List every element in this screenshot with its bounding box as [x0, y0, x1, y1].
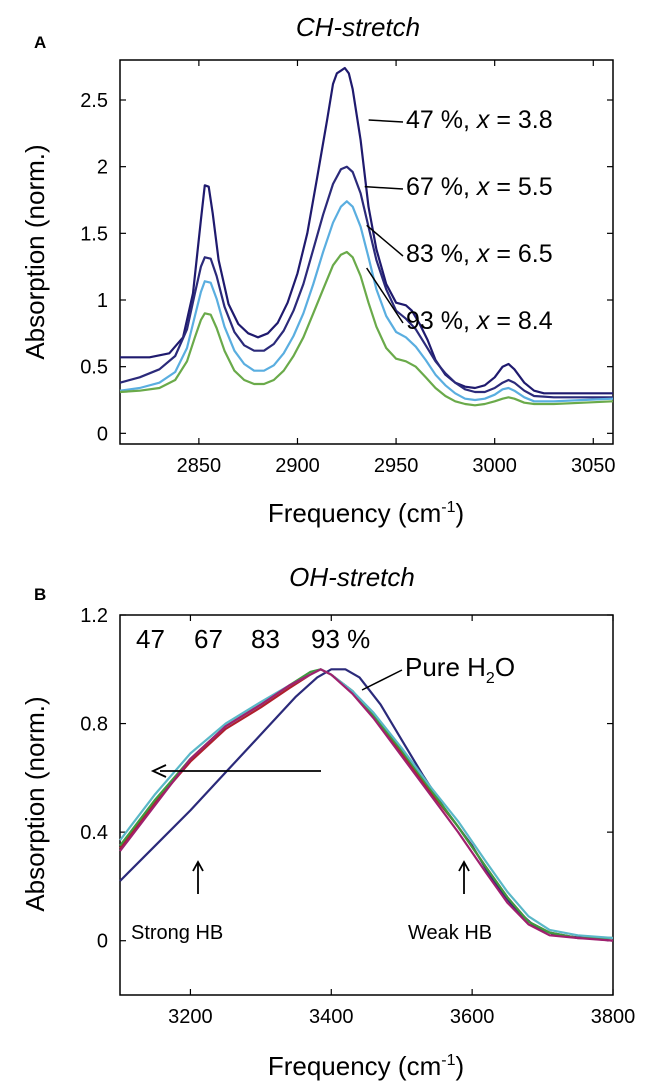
series-label-leader [368, 119, 404, 123]
x-tick-label: 3000 [472, 455, 517, 477]
panel-b: B OH-stretch 3200 3400 3600 380000.40.81.2 … [20, 562, 635, 1081]
panel-b-lines [119, 668, 614, 942]
y-tick-label: 0.5 [80, 357, 108, 379]
x-tick-label: 2950 [374, 455, 419, 477]
series-label-0: 47 %, x = 3.8 [406, 106, 553, 134]
panel-b-y-axis-label: Absorption (norm.) [20, 696, 50, 911]
series-label-leader [364, 185, 404, 190]
series-line-2 [119, 200, 614, 403]
panel-b-label: B [34, 585, 46, 604]
y-tick-label: 0 [97, 423, 108, 445]
x-tick-label: 3050 [571, 455, 616, 477]
series-line-4 [119, 668, 614, 942]
shift-arrow [150, 764, 321, 778]
x-tick-label: 3600 [450, 1006, 495, 1028]
pure-water-leader-line [361, 669, 403, 691]
x-tick-label: 3400 [309, 1006, 354, 1028]
x-tick-label: 3800 [591, 1006, 636, 1028]
panel-a-title: CH-stretch [296, 12, 420, 42]
legend-label-93-percent: 93 % [311, 624, 370, 654]
series-label-1: 67 %, x = 5.5 [406, 173, 553, 201]
pure-water-label: Pure H2O [405, 652, 515, 687]
panel-a-plot-frame [119, 59, 614, 445]
strong-hb-arrow [192, 860, 204, 894]
y-tick-label: 1.5 [80, 223, 108, 245]
x-tick-label: 2850 [177, 455, 222, 477]
y-tick-label: 0.8 [80, 714, 108, 736]
panel-a-label: A [34, 33, 46, 52]
panel-b-title: OH-stretch [289, 562, 415, 592]
strong-hb-label: Strong HB [131, 922, 223, 944]
panel-b-legend: 47 67 83 93 % [136, 624, 370, 654]
y-tick-label: 2.5 [80, 90, 108, 112]
x-tick-label: 2900 [275, 455, 320, 477]
series-label-leader [366, 267, 404, 324]
x-tick-label: 3200 [168, 1006, 213, 1028]
panel-a: A CH-stretch 2850 2900 2950 3000 3050 0 0.5 1 1.… [20, 12, 616, 528]
series-label-leader [366, 224, 404, 257]
legend-label-83: 83 [251, 624, 280, 654]
panel-a-series-labels: 47 %, x = 3.8 67 %, x = 5.5 83 %, x = 6.5 9… [364, 106, 553, 335]
panel-b-ticks: 3200 3400 3600 3800 0 0.4 0.8 1.2 [80, 605, 635, 1028]
y-tick-label: 1 [97, 290, 108, 312]
series-line-3 [119, 668, 614, 940]
legend-label-67: 67 [194, 624, 223, 654]
panel-a-y-axis-label: Absorption (norm.) [20, 144, 50, 359]
panel-b-x-axis-label: Frequency (cm-1) [268, 1051, 464, 1081]
series-label-2: 83 %, x = 6.5 [406, 240, 553, 268]
panel-a-lines [119, 66, 614, 407]
panel-a-x-axis-label: Frequency (cm-1) [268, 498, 464, 528]
panel-b-plot-frame [119, 614, 614, 996]
y-tick-label: 0.4 [80, 822, 108, 844]
series-line-0 [120, 66, 613, 395]
panel-a-ticks: 2850 2900 2950 3000 3050 0 0.5 1 1.5 2 2.5 [80, 60, 616, 477]
legend-label-47: 47 [136, 624, 165, 654]
y-tick-label: 1.2 [80, 605, 108, 627]
weak-hb-label: Weak HB [408, 922, 492, 944]
y-tick-label: 0 [97, 931, 108, 953]
weak-hb-arrow [458, 860, 470, 894]
series-line-1 [119, 165, 613, 399]
series-line-3 [119, 250, 614, 407]
y-tick-label: 2 [97, 157, 108, 179]
series-label-3: 93 %, x = 8.4 [406, 307, 553, 335]
